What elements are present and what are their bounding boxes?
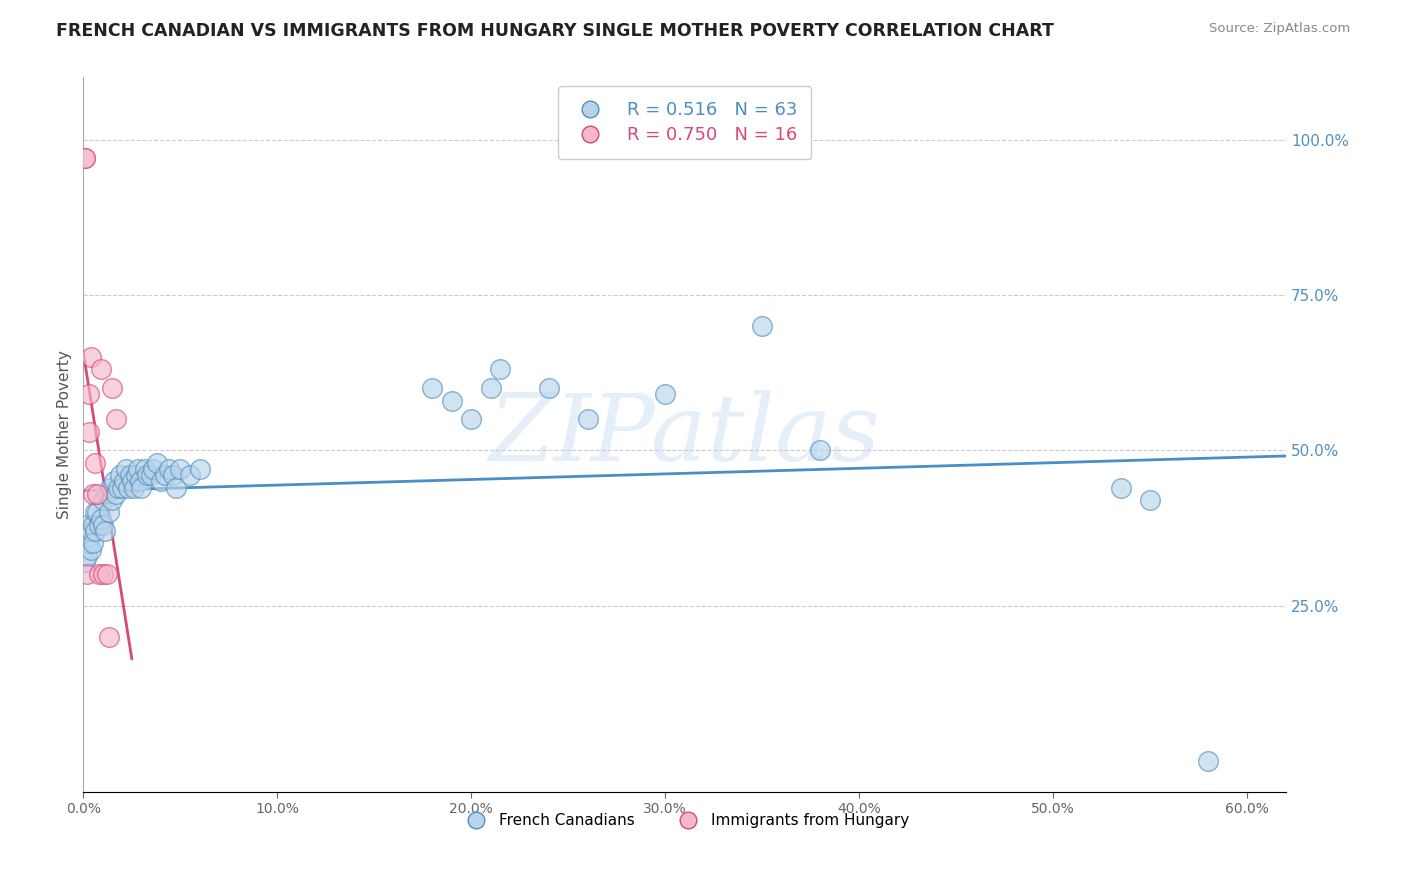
Point — [105, 487, 128, 501]
Point — [101, 381, 124, 395]
Point — [91, 517, 114, 532]
Point — [82, 536, 104, 550]
Point — [82, 517, 104, 532]
Point — [86, 505, 108, 519]
Point — [142, 462, 165, 476]
Point — [82, 487, 104, 501]
Point — [87, 567, 110, 582]
Point — [157, 462, 180, 476]
Point — [97, 630, 120, 644]
Y-axis label: Single Mother Poverty: Single Mother Poverty — [58, 351, 72, 519]
Point — [751, 318, 773, 333]
Text: FRENCH CANADIAN VS IMMIGRANTS FROM HUNGARY SINGLE MOTHER POVERTY CORRELATION CHA: FRENCH CANADIAN VS IMMIGRANTS FROM HUNGA… — [56, 22, 1054, 40]
Point — [141, 468, 163, 483]
Point — [96, 487, 118, 501]
Point — [100, 481, 122, 495]
Point — [80, 350, 103, 364]
Point — [460, 412, 482, 426]
Point — [117, 481, 139, 495]
Point — [96, 567, 118, 582]
Point — [86, 487, 108, 501]
Point — [118, 468, 141, 483]
Point — [1109, 481, 1132, 495]
Point — [537, 381, 560, 395]
Point — [76, 549, 98, 563]
Point — [576, 412, 599, 426]
Point — [90, 362, 112, 376]
Point — [165, 481, 187, 495]
Point — [115, 462, 138, 476]
Point — [136, 468, 159, 483]
Point — [654, 387, 676, 401]
Point — [122, 481, 145, 495]
Point — [77, 425, 100, 439]
Point — [84, 456, 107, 470]
Point — [97, 505, 120, 519]
Point — [153, 468, 176, 483]
Point — [91, 567, 114, 582]
Point — [101, 492, 124, 507]
Point — [146, 456, 169, 470]
Point — [80, 524, 103, 538]
Point — [112, 475, 135, 489]
Point — [124, 468, 146, 483]
Point — [77, 536, 100, 550]
Point — [127, 462, 149, 476]
Point — [84, 505, 107, 519]
Point — [107, 481, 129, 495]
Point — [80, 542, 103, 557]
Point — [440, 393, 463, 408]
Text: ZIPatlas: ZIPatlas — [489, 390, 880, 480]
Point — [479, 381, 502, 395]
Point — [131, 481, 153, 495]
Point — [108, 468, 131, 483]
Point — [76, 567, 98, 582]
Point — [105, 412, 128, 426]
Point — [75, 151, 97, 165]
Point — [188, 462, 211, 476]
Point — [75, 530, 97, 544]
Point — [90, 511, 112, 525]
Point — [128, 475, 150, 489]
Legend: French Canadians, Immigrants from Hungary: French Canadians, Immigrants from Hungar… — [454, 807, 915, 834]
Point — [169, 462, 191, 476]
Point — [91, 492, 114, 507]
Point — [489, 362, 512, 376]
Point — [111, 481, 134, 495]
Point — [134, 462, 156, 476]
Point — [422, 381, 444, 395]
Point — [93, 524, 115, 538]
Point — [87, 517, 110, 532]
Point — [75, 555, 97, 569]
Point — [77, 387, 100, 401]
Point — [149, 475, 172, 489]
Text: Source: ZipAtlas.com: Source: ZipAtlas.com — [1209, 22, 1350, 36]
Point — [162, 468, 184, 483]
Point — [76, 517, 98, 532]
Point — [810, 443, 832, 458]
Point — [179, 468, 201, 483]
Point — [77, 530, 100, 544]
Point — [1139, 492, 1161, 507]
Point — [103, 475, 125, 489]
Point — [121, 475, 143, 489]
Point — [1197, 754, 1219, 768]
Point — [84, 524, 107, 538]
Point — [75, 151, 97, 165]
